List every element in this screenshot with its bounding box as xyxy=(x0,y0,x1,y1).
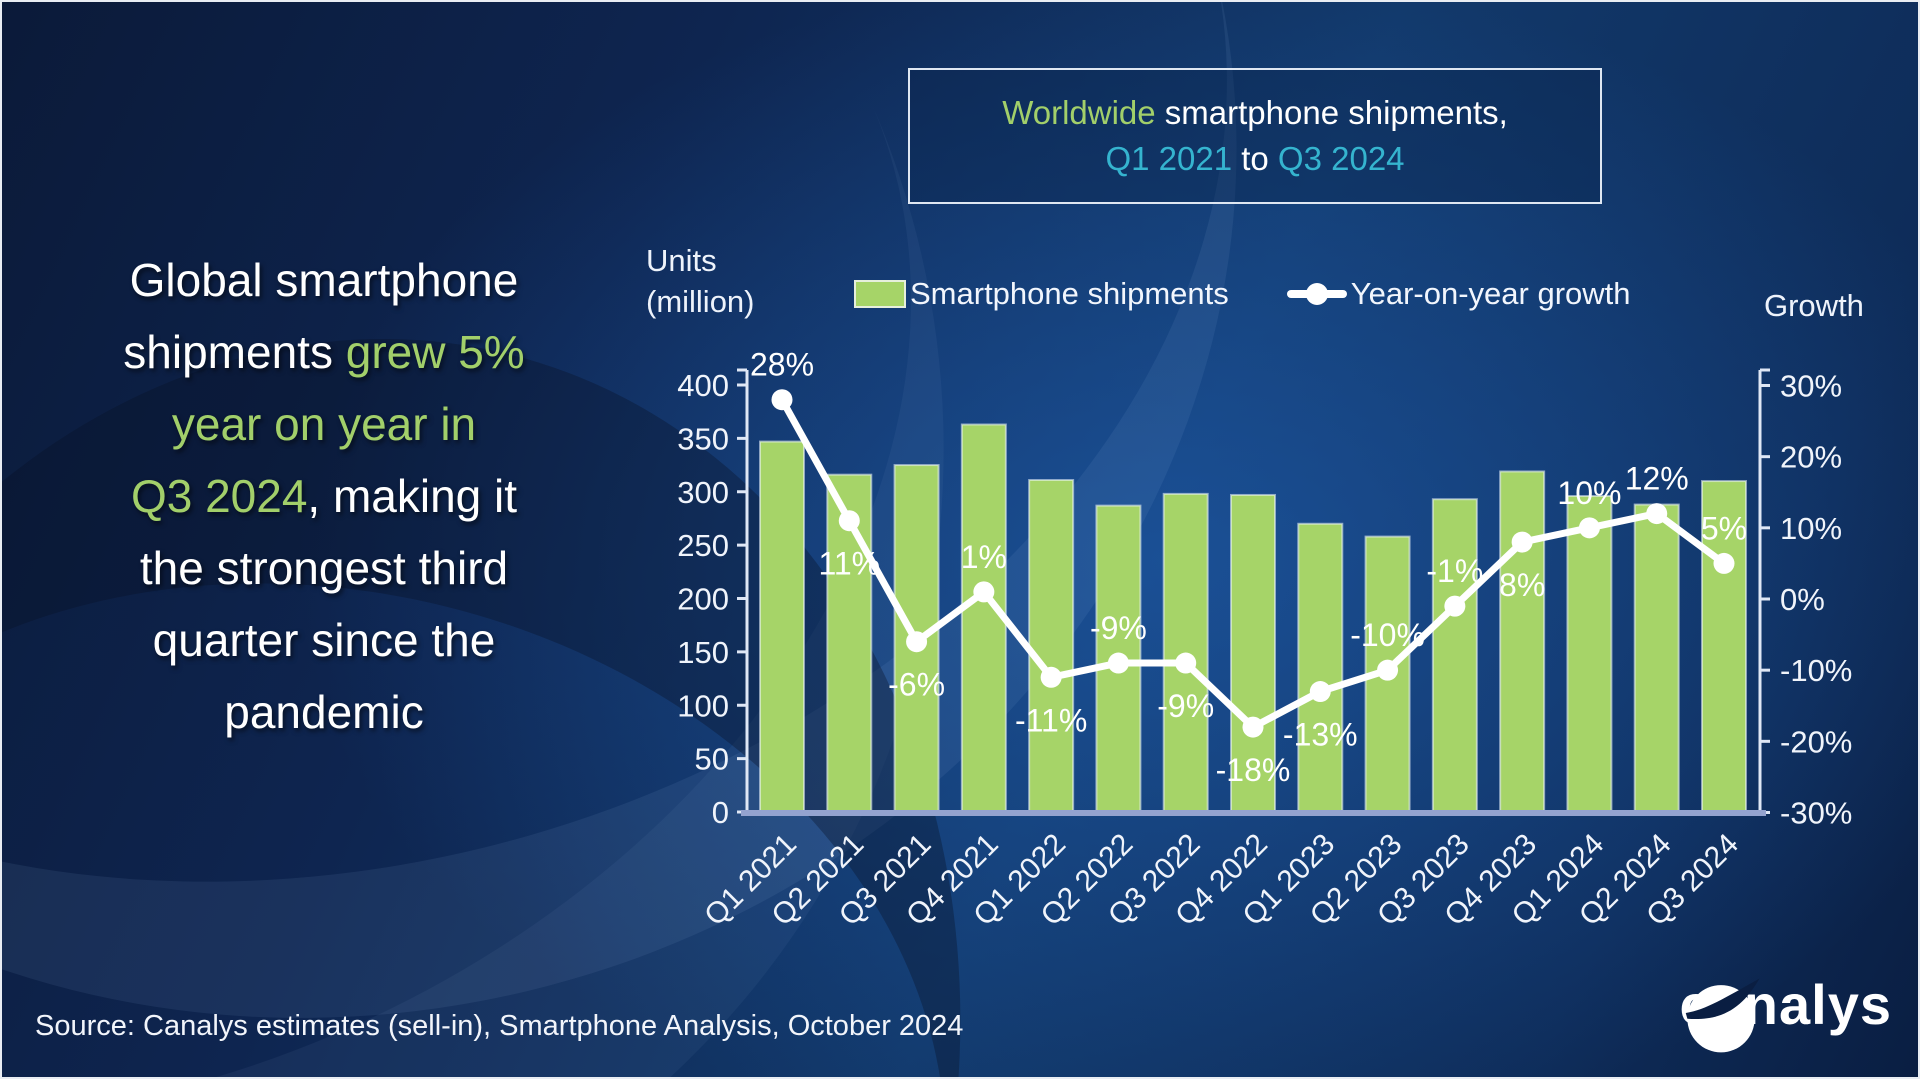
x-axis-label: Q4 2023 xyxy=(1438,828,1543,933)
text-line: Worldwide smartphone shipments, xyxy=(910,90,1600,136)
headline-text: Global smartphone shipments grew 5% year o… xyxy=(50,244,598,748)
text-line: year on year in xyxy=(50,388,598,460)
data-label: 5% xyxy=(1701,510,1747,546)
text-segment: pandemic xyxy=(224,686,424,738)
data-label: 8% xyxy=(1499,567,1545,603)
data-label: -9% xyxy=(1090,610,1147,646)
text-segment: year on year in xyxy=(171,398,477,450)
data-label: -18% xyxy=(1216,752,1291,788)
legend-item-growth: Year-on-year growth xyxy=(1286,276,1631,312)
bar-q3-2022 xyxy=(1162,492,1209,813)
data-label: -13% xyxy=(1283,717,1358,753)
right-axis-tick-label: 20% xyxy=(1780,440,1842,475)
bar-q3-2024 xyxy=(1700,480,1747,813)
legend-line-label: Year-on-year growth xyxy=(1350,276,1631,311)
text-line: Global smartphone xyxy=(50,244,598,316)
x-axis-label: Q1 2022 xyxy=(967,828,1072,933)
text-segment: grew 5% xyxy=(345,326,525,378)
right-axis-tick-label: -20% xyxy=(1780,724,1852,759)
line-dot-icon xyxy=(1305,283,1328,305)
right-axis-tick-label: 10% xyxy=(1780,511,1842,546)
bar-q4-2023 xyxy=(1499,470,1546,813)
x-axis-label: Q3 2022 xyxy=(1102,828,1207,933)
bar-q2-2023 xyxy=(1364,535,1411,814)
x-axis-label: Q4 2022 xyxy=(1169,828,1274,933)
bar-q2-2024 xyxy=(1633,503,1680,813)
bar-q1-2023 xyxy=(1297,522,1344,814)
text-segment: shipments xyxy=(123,326,346,378)
bar-q3-2023 xyxy=(1431,498,1478,813)
text-segment: Q1 2021 xyxy=(1105,140,1233,177)
left-axis-title-line2: (million) xyxy=(646,284,755,319)
bar-swatch-icon xyxy=(854,280,906,308)
right-axis-tick-label: -30% xyxy=(1780,796,1852,831)
line-point xyxy=(1511,531,1533,553)
text-line: Q3 2024, making it xyxy=(50,460,598,532)
right-axis-title: Growth xyxy=(1764,288,1864,323)
line-point xyxy=(1309,681,1331,703)
legend-bar-label: Smartphone shipments xyxy=(910,276,1229,311)
line-point xyxy=(1646,503,1668,525)
x-axis-label: Q3 2023 xyxy=(1371,828,1476,933)
canalys-logo-text: canalys xyxy=(1679,973,1892,1036)
text-segment: Q3 2024 xyxy=(130,470,308,522)
bar-q1-2024 xyxy=(1566,495,1613,813)
bar-q4-2022 xyxy=(1229,493,1276,813)
right-axis-tick-label: 0% xyxy=(1780,582,1825,617)
right-axis-tick-label: 30% xyxy=(1780,368,1842,403)
text-line: the strongest third xyxy=(50,532,598,604)
x-axis-label: Q2 2023 xyxy=(1304,828,1409,933)
text-line: Q1 2021 to Q3 2024 xyxy=(910,136,1600,182)
text-line: quarter since the xyxy=(50,604,598,676)
text-line: pandemic xyxy=(50,676,598,748)
data-label: -9% xyxy=(1157,688,1214,724)
line-point xyxy=(1444,595,1466,617)
x-axis-label: Q1 2024 xyxy=(1506,828,1611,933)
line-point xyxy=(1713,552,1735,574)
line-point xyxy=(1107,652,1129,674)
text-segment: Global smartphone xyxy=(129,254,519,306)
x-axis-label: Q2 2024 xyxy=(1573,828,1678,933)
x-axis-label: Q3 2024 xyxy=(1640,828,1745,933)
line-point xyxy=(1578,517,1600,539)
line-swatch-icon xyxy=(1286,283,1347,305)
line-point xyxy=(1175,652,1197,674)
data-label: 10% xyxy=(1557,475,1621,511)
data-label: -10% xyxy=(1350,617,1425,653)
text-segment: quarter since the xyxy=(152,614,496,666)
left-axis-title: Units (million) xyxy=(646,240,755,322)
legend-item-shipments: Smartphone shipments xyxy=(854,276,1229,312)
data-label: 12% xyxy=(1625,461,1689,497)
data-label: -1% xyxy=(1426,553,1483,589)
right-axis-tick-label: -10% xyxy=(1780,653,1852,688)
chart-title-box: Worldwide smartphone shipments, Q1 2021 t… xyxy=(908,68,1602,204)
x-axis-label: Q2 2022 xyxy=(1035,828,1140,933)
line-point xyxy=(1242,716,1264,738)
source-note: Source: Canalys estimates (sell-in), Sma… xyxy=(35,1010,964,1042)
text-line: shipments grew 5% xyxy=(50,316,598,388)
data-label: -11% xyxy=(1015,702,1087,738)
x-axis-label: Q1 2023 xyxy=(1237,828,1342,933)
canalys-logo: canalys xyxy=(1679,972,1893,1053)
text-segment: Worldwide xyxy=(1002,94,1156,131)
left-axis-title-line1: Units xyxy=(646,243,717,278)
text-segment: the strongest third xyxy=(139,542,509,594)
chart-legend: Smartphone shipments Year-on-year growth xyxy=(854,276,1631,312)
text-segment: smartphone shipments, xyxy=(1155,94,1508,131)
text-segment: Q3 2024 xyxy=(1277,140,1405,177)
text-segment: to xyxy=(1232,140,1278,177)
line-point xyxy=(1377,659,1399,681)
text-segment: , making it xyxy=(307,470,518,522)
